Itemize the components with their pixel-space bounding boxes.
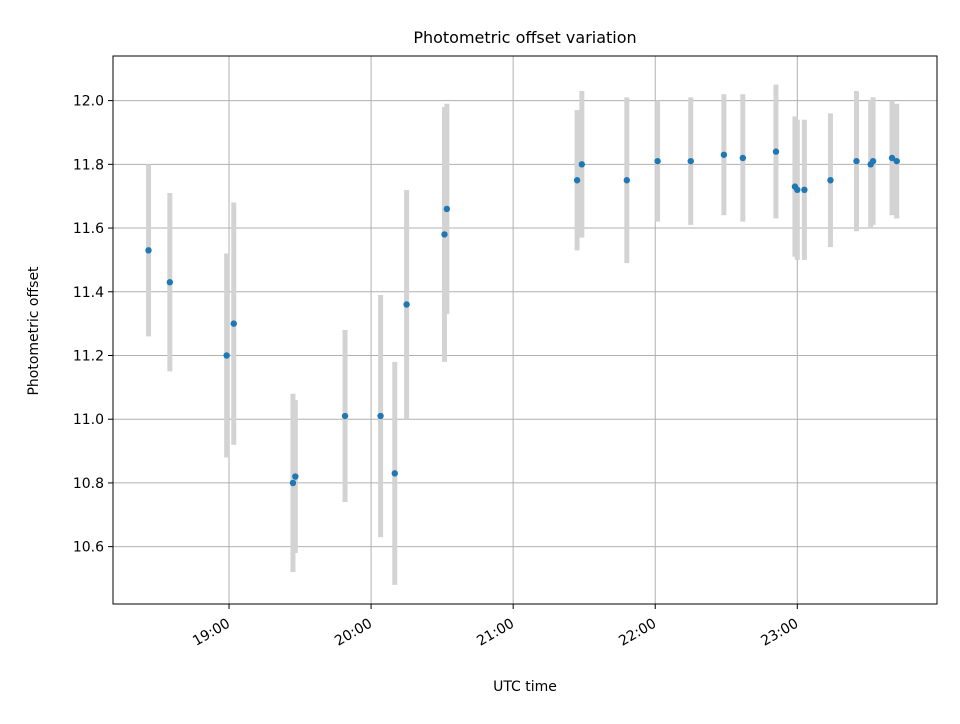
data-point [441,231,448,238]
data-point [289,479,297,487]
data-point [827,177,834,184]
y-tick-label: 10.8 [73,476,104,492]
data-point [687,157,694,165]
data-point [223,352,230,359]
y-tick-label: 12.0 [73,94,104,110]
data-point [893,157,900,165]
y-axis-label: Photometric offset [26,266,42,396]
y-tick-label: 11.4 [73,285,104,301]
data-point [869,157,877,165]
data-point [292,473,299,480]
data-point [377,412,384,420]
x-axis-label: UTC time [493,679,557,695]
data-point [654,157,661,165]
y-tick-label: 11.2 [73,348,104,364]
data-point [403,301,410,308]
data-point [145,247,152,254]
y-tick-label: 11.8 [73,157,104,173]
y-tick-label: 11.0 [73,412,104,428]
y-axis: 10.6 10.8 11.0 11.2 11.4 11.6 11.8 12.0 [73,94,113,556]
data-points [145,148,900,487]
data-point [443,205,451,213]
data-point [888,154,896,162]
data-point [739,154,747,162]
y-tick-label: 10.6 [73,540,104,556]
y-tick-label: 11.6 [73,221,104,237]
plot-frame [112,55,938,605]
data-point [853,157,860,165]
data-point [794,186,801,194]
data-point [801,186,808,194]
data-point [623,177,631,184]
data-point [230,320,237,327]
data-point [391,470,398,477]
grid [113,56,937,604]
data-point [578,161,586,168]
data-point [573,177,581,184]
data-point [341,412,349,420]
data-point [772,148,780,155]
data-point [720,151,728,158]
chart-title: Photometric offset variation [413,28,636,47]
data-point [166,279,174,286]
